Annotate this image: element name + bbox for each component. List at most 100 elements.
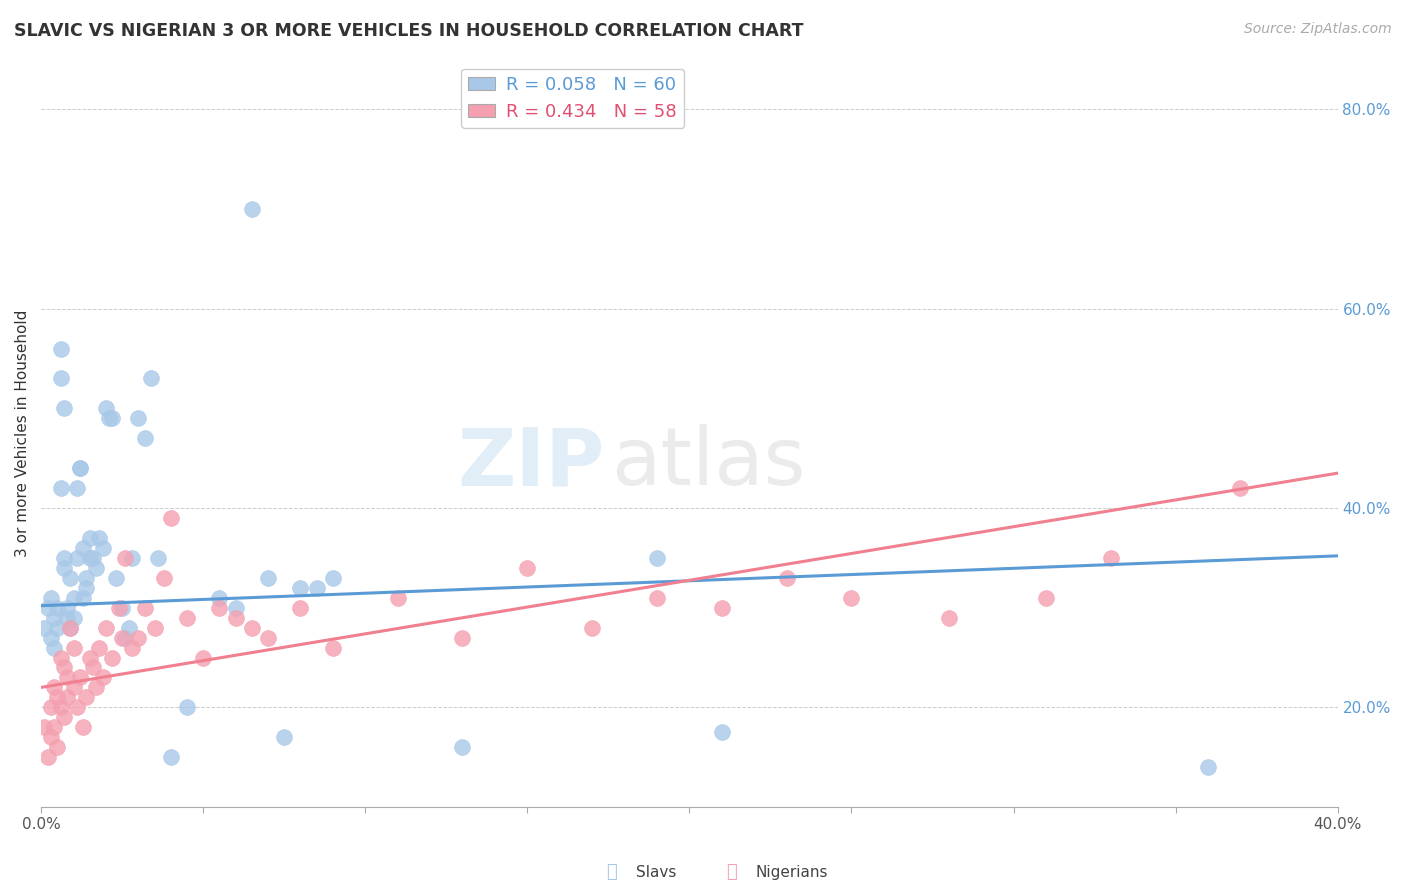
Point bbox=[111, 600, 134, 615]
Point bbox=[39, 591, 62, 605]
Point bbox=[240, 202, 263, 216]
Point bbox=[46, 690, 69, 705]
Point bbox=[84, 561, 107, 575]
Point bbox=[645, 591, 668, 605]
Point bbox=[79, 531, 101, 545]
Point bbox=[257, 571, 280, 585]
Point bbox=[82, 660, 104, 674]
Point bbox=[56, 670, 79, 684]
Point bbox=[322, 571, 344, 585]
Point bbox=[127, 411, 149, 425]
Point bbox=[159, 511, 181, 525]
Point bbox=[134, 600, 156, 615]
Point bbox=[141, 371, 163, 385]
Point bbox=[52, 561, 75, 575]
Point bbox=[49, 371, 72, 385]
Point bbox=[37, 600, 59, 615]
Point bbox=[387, 591, 409, 605]
Point bbox=[37, 750, 59, 764]
Point bbox=[79, 550, 101, 565]
Point bbox=[143, 621, 166, 635]
Point bbox=[94, 621, 117, 635]
Point bbox=[225, 600, 247, 615]
Point bbox=[938, 610, 960, 624]
Point bbox=[104, 571, 127, 585]
Point bbox=[290, 581, 312, 595]
Point bbox=[101, 411, 124, 425]
Point bbox=[111, 631, 134, 645]
Point bbox=[59, 621, 82, 635]
Point bbox=[208, 591, 231, 605]
Point bbox=[66, 700, 89, 714]
Point bbox=[127, 631, 149, 645]
Point bbox=[1035, 591, 1057, 605]
Point bbox=[42, 720, 65, 734]
Point bbox=[34, 720, 56, 734]
Point bbox=[49, 342, 72, 356]
Point bbox=[710, 600, 733, 615]
Point bbox=[46, 740, 69, 755]
Point bbox=[240, 621, 263, 635]
Point bbox=[76, 581, 98, 595]
Point bbox=[66, 481, 89, 495]
Point bbox=[62, 640, 84, 655]
Point bbox=[225, 610, 247, 624]
Point bbox=[59, 571, 82, 585]
Point bbox=[84, 681, 107, 695]
Point bbox=[710, 725, 733, 739]
Text: ZIP: ZIP bbox=[458, 425, 605, 502]
Point bbox=[645, 550, 668, 565]
Point bbox=[69, 461, 91, 475]
Point bbox=[42, 681, 65, 695]
Point bbox=[121, 550, 143, 565]
Point bbox=[76, 690, 98, 705]
Point bbox=[66, 550, 89, 565]
Point bbox=[69, 670, 91, 684]
Point bbox=[39, 730, 62, 744]
Point bbox=[56, 610, 79, 624]
Point bbox=[134, 431, 156, 445]
Point bbox=[1197, 760, 1219, 774]
Point bbox=[69, 461, 91, 475]
Point bbox=[775, 571, 797, 585]
Point bbox=[146, 550, 169, 565]
Point bbox=[841, 591, 863, 605]
Point bbox=[52, 660, 75, 674]
Point bbox=[42, 610, 65, 624]
Point bbox=[1229, 481, 1251, 495]
Point bbox=[56, 690, 79, 705]
Point bbox=[257, 631, 280, 645]
Point bbox=[208, 600, 231, 615]
Point bbox=[82, 550, 104, 565]
Point bbox=[49, 650, 72, 665]
Point bbox=[117, 621, 139, 635]
Point bbox=[153, 571, 176, 585]
Point bbox=[39, 700, 62, 714]
Text: Nigerians: Nigerians bbox=[755, 865, 828, 880]
Point bbox=[581, 621, 603, 635]
Point bbox=[39, 631, 62, 645]
Point bbox=[46, 621, 69, 635]
Point bbox=[72, 720, 94, 734]
Point bbox=[176, 700, 198, 714]
Text: ⬛: ⬛ bbox=[725, 863, 737, 881]
Point bbox=[176, 610, 198, 624]
Point bbox=[79, 650, 101, 665]
Point bbox=[72, 541, 94, 555]
Point bbox=[290, 600, 312, 615]
Point bbox=[322, 640, 344, 655]
Point bbox=[516, 561, 538, 575]
Point bbox=[94, 401, 117, 416]
Point bbox=[49, 700, 72, 714]
Point bbox=[451, 740, 474, 755]
Text: ⬛: ⬛ bbox=[606, 863, 617, 881]
Point bbox=[42, 640, 65, 655]
Text: atlas: atlas bbox=[612, 425, 806, 502]
Point bbox=[76, 571, 98, 585]
Point bbox=[56, 600, 79, 615]
Point bbox=[91, 541, 114, 555]
Point bbox=[108, 600, 131, 615]
Point bbox=[101, 650, 124, 665]
Point bbox=[62, 591, 84, 605]
Point bbox=[52, 550, 75, 565]
